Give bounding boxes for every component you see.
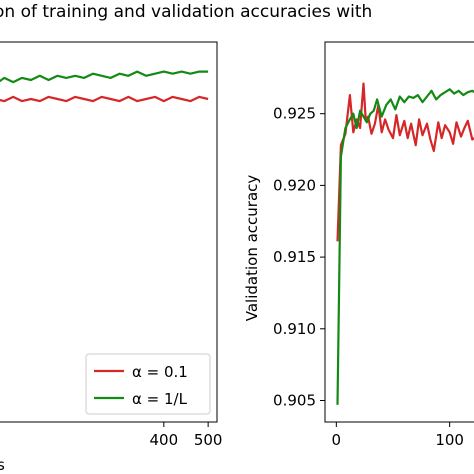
left-lines-series-1 <box>0 70 209 84</box>
right-x-tick-label: 0 <box>332 431 342 449</box>
left-lines-series-0 <box>0 95 209 103</box>
right-y-tick-label: 0.905 <box>273 391 316 409</box>
right-y-axis-label: Validation accuracy <box>243 175 261 322</box>
right-series-lines <box>336 82 474 405</box>
right-y-tick-label: 0.920 <box>273 176 316 194</box>
right-y-tick-label: 0.910 <box>273 320 316 338</box>
right-y-ticks: 0.905 0.910 0.915 0.920 0.925 <box>273 105 325 409</box>
right-x-ticks: 0 100 <box>332 422 464 449</box>
legend-label-alpha-1-over-L: α = 1/L <box>132 390 188 408</box>
left-plot-frame <box>0 41 218 423</box>
legend-label-alpha-0-1: α = 0.1 <box>132 363 188 381</box>
right-panel: 0.905 0.910 0.915 0.920 0.925 0 100 Validatio… <box>243 41 474 449</box>
right-plot-frame <box>324 41 474 423</box>
figure-title: on of training and validation accuracies… <box>0 2 372 22</box>
left-x-axis-label: s <box>0 456 5 474</box>
right-lines-series-0 <box>336 82 474 242</box>
left-x-tick-label: 500 <box>194 431 223 449</box>
right-x-tick-label: 100 <box>435 431 464 449</box>
left-panel: 00400500 s α = 0.1 α = 1/L <box>0 41 223 474</box>
left-x-ticks: 00400500 <box>150 422 223 449</box>
right-y-tick-label: 0.915 <box>273 248 316 266</box>
right-lines-series-1 <box>336 88 474 405</box>
legend: α = 0.1 α = 1/L <box>85 353 211 415</box>
right-y-tick-label: 0.925 <box>273 105 316 123</box>
left-series-lines <box>0 70 209 103</box>
left-x-tick-label: 400 <box>150 431 179 449</box>
